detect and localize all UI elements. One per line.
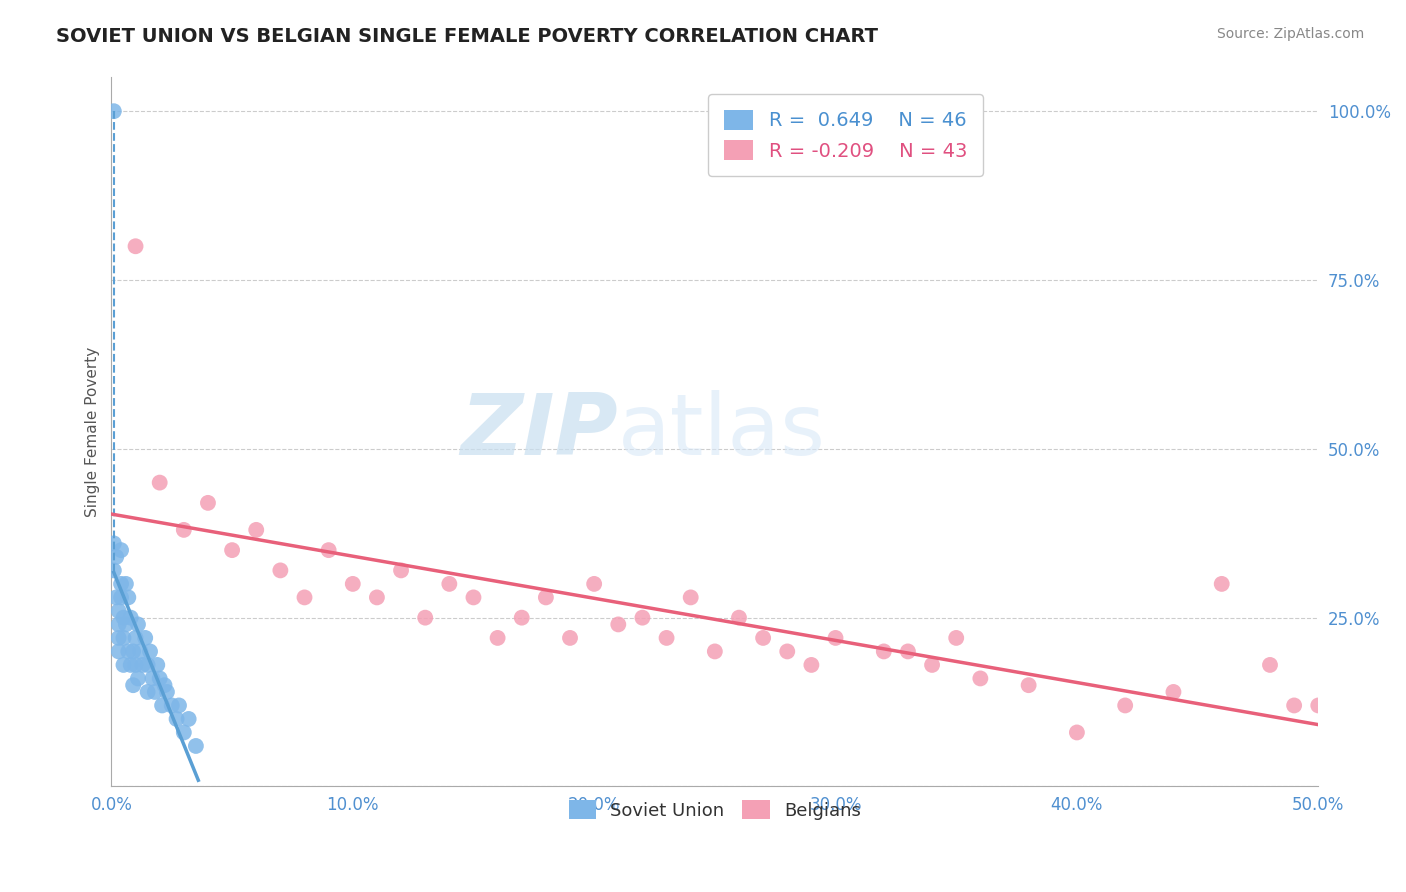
Point xyxy=(107,631,129,645)
Point xyxy=(127,617,149,632)
Point xyxy=(1163,685,1185,699)
Point xyxy=(127,672,149,686)
Point xyxy=(122,644,145,658)
Point xyxy=(1282,698,1305,713)
Point xyxy=(120,610,142,624)
Point xyxy=(166,712,188,726)
Point xyxy=(824,631,846,645)
Point xyxy=(173,725,195,739)
Point xyxy=(149,475,172,490)
Point xyxy=(115,617,138,632)
Point xyxy=(132,657,155,672)
Point xyxy=(921,657,943,672)
Point xyxy=(631,610,654,624)
Point xyxy=(156,685,179,699)
Point xyxy=(103,563,125,577)
Point xyxy=(184,739,207,753)
Point xyxy=(134,631,156,645)
Point xyxy=(873,644,896,658)
Point xyxy=(141,672,163,686)
Point xyxy=(107,604,129,618)
Point xyxy=(143,685,166,699)
Point xyxy=(110,543,132,558)
Point xyxy=(149,672,172,686)
Point xyxy=(110,577,132,591)
Point xyxy=(177,712,200,726)
Point xyxy=(173,523,195,537)
Point xyxy=(1308,698,1330,713)
Point xyxy=(679,591,702,605)
Point xyxy=(112,610,135,624)
Point xyxy=(153,678,176,692)
Point xyxy=(389,563,412,577)
Point xyxy=(105,549,128,564)
Point xyxy=(703,644,725,658)
Text: Source: ZipAtlas.com: Source: ZipAtlas.com xyxy=(1216,27,1364,41)
Point xyxy=(318,543,340,558)
Point xyxy=(139,644,162,658)
Point xyxy=(269,563,291,577)
Point xyxy=(728,610,751,624)
Text: atlas: atlas xyxy=(619,391,827,474)
Text: SOVIET UNION VS BELGIAN SINGLE FEMALE POVERTY CORRELATION CHART: SOVIET UNION VS BELGIAN SINGLE FEMALE PO… xyxy=(56,27,879,45)
Point xyxy=(897,644,920,658)
Point xyxy=(1211,577,1233,591)
Point xyxy=(120,657,142,672)
Point xyxy=(1114,698,1136,713)
Point xyxy=(197,496,219,510)
Point xyxy=(655,631,678,645)
Point xyxy=(221,543,243,558)
Point xyxy=(1018,678,1040,692)
Text: ZIP: ZIP xyxy=(461,391,619,474)
Point xyxy=(342,577,364,591)
Point xyxy=(160,698,183,713)
Point xyxy=(129,644,152,658)
Point xyxy=(463,591,485,605)
Point xyxy=(776,644,799,658)
Point xyxy=(124,657,146,672)
Point xyxy=(124,239,146,253)
Point xyxy=(510,610,533,624)
Point xyxy=(558,631,581,645)
Point xyxy=(366,591,388,605)
Point xyxy=(800,657,823,672)
Point xyxy=(439,577,461,591)
Point xyxy=(294,591,316,605)
Point xyxy=(136,685,159,699)
Point xyxy=(486,631,509,645)
Point xyxy=(136,657,159,672)
Point xyxy=(969,672,991,686)
Point xyxy=(607,617,630,632)
Point xyxy=(117,591,139,605)
Point xyxy=(112,631,135,645)
Point xyxy=(103,536,125,550)
Point xyxy=(112,657,135,672)
Point xyxy=(945,631,967,645)
Point xyxy=(167,698,190,713)
Point xyxy=(105,591,128,605)
Point xyxy=(122,678,145,692)
Point xyxy=(413,610,436,624)
Point xyxy=(124,631,146,645)
Y-axis label: Single Female Poverty: Single Female Poverty xyxy=(86,347,100,517)
Point xyxy=(1066,725,1088,739)
Point xyxy=(107,644,129,658)
Point xyxy=(115,577,138,591)
Point xyxy=(583,577,606,591)
Point xyxy=(107,617,129,632)
Point xyxy=(150,698,173,713)
Point xyxy=(534,591,557,605)
Point xyxy=(146,657,169,672)
Point xyxy=(103,104,125,119)
Legend: Soviet Union, Belgians: Soviet Union, Belgians xyxy=(554,786,876,834)
Point xyxy=(245,523,267,537)
Point xyxy=(117,644,139,658)
Point xyxy=(752,631,775,645)
Point xyxy=(110,591,132,605)
Point xyxy=(1258,657,1281,672)
